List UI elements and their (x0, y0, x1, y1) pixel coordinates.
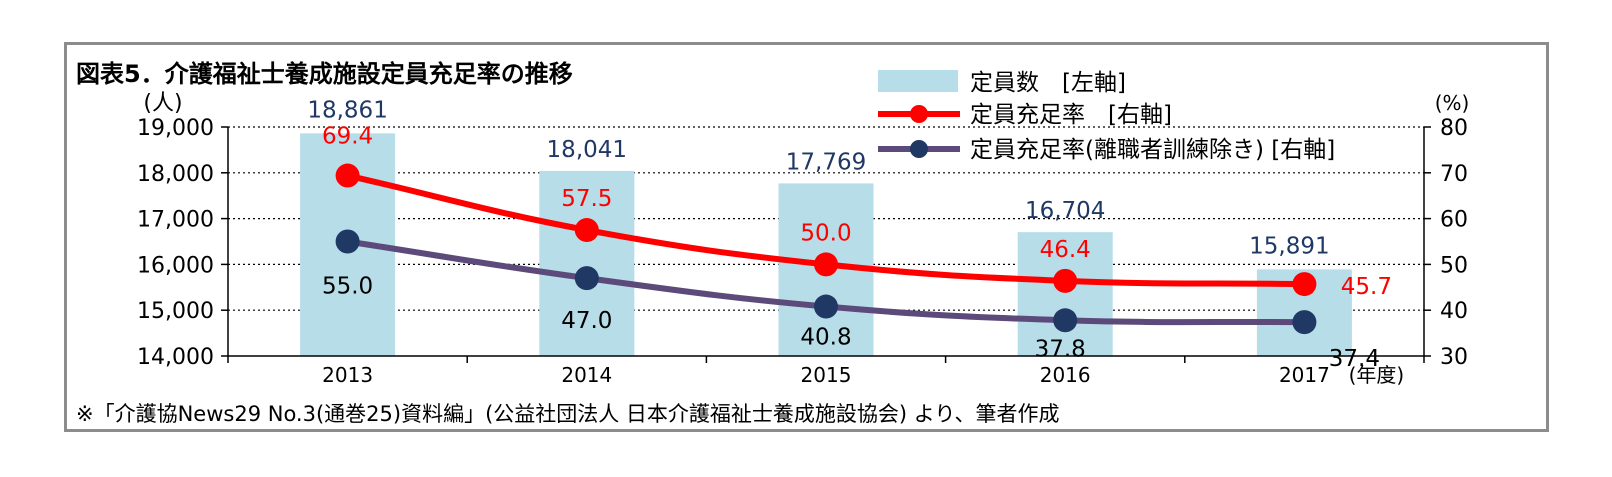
left-tick-label: 19,000 (137, 116, 214, 141)
rate-value-label: 45.7 (1341, 274, 1392, 300)
left-tick-label: 14,000 (137, 345, 214, 370)
right-tick-label: 40 (1440, 299, 1468, 324)
chart-footnote: ※「介護協News29 No.3(通巻25)資料編」(公益社団法人 日本介護福祉… (76, 402, 1060, 426)
rate-point-2017 (1292, 272, 1317, 297)
rate-ex-point-2013 (335, 229, 360, 254)
rate-ex-point-2016 (1053, 308, 1078, 333)
legend-label-bar: 定員数 [左軸] (970, 70, 1126, 96)
chart-title: 図表5．介護福祉士養成施設定員充足率の推移 (76, 60, 573, 88)
rate-value-label: 57.5 (561, 186, 612, 212)
legend-swatch-bar (878, 70, 958, 92)
right-tick-label: 80 (1440, 116, 1468, 141)
rate-ex-value-label: 37.8 (1035, 336, 1086, 362)
x-unit-label: (年度) (1349, 363, 1405, 387)
rate-ex-point-2015 (814, 294, 838, 319)
legend-marker-rate-ex (910, 140, 928, 158)
x-tick-label: 2017 (1279, 363, 1330, 387)
bar-2014 (539, 170, 635, 356)
rate-point-2016 (1053, 268, 1078, 293)
right-tick-label: 30 (1440, 345, 1468, 370)
left-tick-label: 15,000 (137, 299, 214, 324)
rate-value-label: 46.4 (1040, 237, 1091, 263)
x-tick-label: 2014 (561, 363, 612, 387)
rate-value-label: 69.4 (322, 124, 373, 150)
rate-point-2013 (335, 163, 360, 188)
x-tick-label: 2015 (801, 363, 852, 387)
bar-2016 (1017, 232, 1113, 356)
x-tick-label: 2013 (322, 363, 373, 387)
left-tick-label: 18,000 (137, 162, 214, 187)
rate-ex-value-label: 55.0 (322, 274, 373, 300)
rate-point-2014 (574, 218, 599, 243)
bar-value-label: 18,041 (547, 137, 627, 163)
rate-ex-value-label: 37.4 (1329, 346, 1380, 372)
bar-value-label: 18,861 (307, 97, 387, 123)
bar-value-label: 16,704 (1025, 198, 1105, 224)
left-tick-label: 17,000 (137, 208, 214, 233)
rate-ex-value-label: 40.8 (800, 325, 851, 351)
bar-value-label: 15,891 (1249, 233, 1329, 259)
left-tick-label: 16,000 (137, 253, 214, 278)
rate-ex-point-2014 (574, 266, 599, 291)
right-tick-label: 50 (1440, 253, 1468, 278)
rate-ex-point-2017 (1292, 310, 1317, 335)
rate-ex-value-label: 47.0 (561, 308, 612, 334)
bar-value-label: 17,769 (786, 149, 866, 175)
legend-marker-rate (910, 105, 928, 123)
rate-point-2015 (814, 252, 838, 277)
legend-label-rate-ex: 定員充足率(離職者訓練除き) [右軸] (970, 137, 1335, 163)
left-unit-label: (人) (143, 91, 182, 116)
right-tick-label: 60 (1440, 208, 1468, 233)
legend-label-rate: 定員充足率 [右軸] (970, 102, 1172, 128)
x-tick-label: 2016 (1040, 363, 1091, 387)
right-tick-label: 70 (1440, 162, 1468, 187)
rate-value-label: 50.0 (800, 220, 851, 246)
right-unit-label: (%) (1435, 91, 1470, 115)
